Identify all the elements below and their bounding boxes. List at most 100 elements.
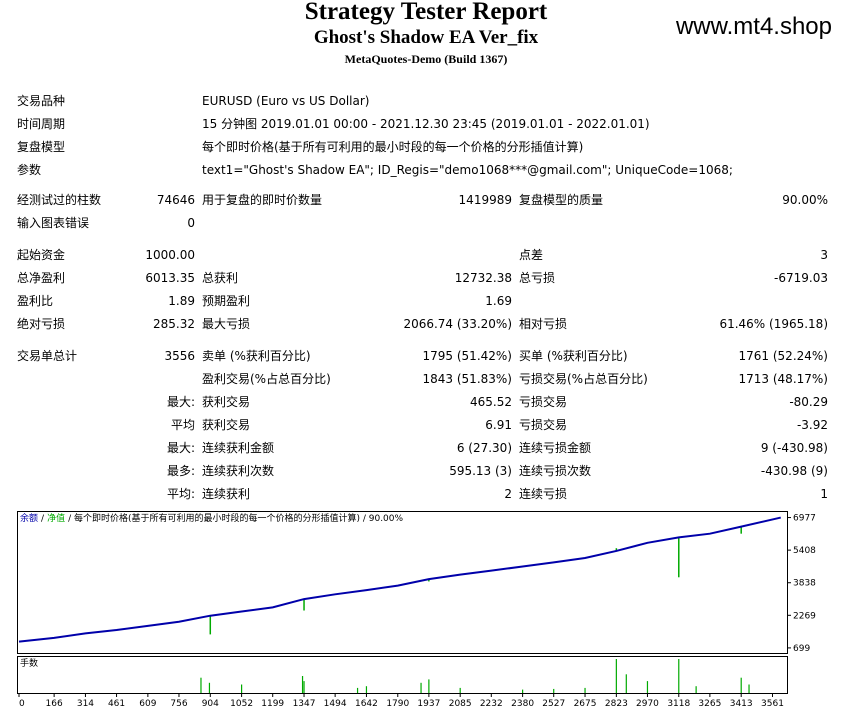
win-trades-label: 盈利交易(%占总百分比) bbox=[202, 372, 331, 386]
x-tick-label: 1790 bbox=[386, 699, 409, 709]
gross-profit-label: 总获利 bbox=[202, 271, 239, 285]
gross-loss-value: -6719.03 bbox=[774, 271, 828, 285]
x-tick-label: 3265 bbox=[698, 699, 721, 709]
long-value: 1761 (52.24%) bbox=[738, 349, 828, 363]
net-profit-value: 6013.35 bbox=[145, 271, 195, 285]
params-value: text1="Ghost's Shadow EA"; ID_Regis="dem… bbox=[202, 163, 733, 177]
spread-value: 3 bbox=[820, 248, 828, 262]
lots-label: 手数 bbox=[20, 657, 38, 669]
max-loss-label: 亏损交易 bbox=[519, 395, 568, 409]
errors-value: 0 bbox=[187, 216, 195, 230]
x-tick-label: 1052 bbox=[230, 699, 253, 709]
max-consec-win-value: 6 (27.30) bbox=[456, 441, 512, 455]
short-value: 1795 (51.42%) bbox=[422, 349, 512, 363]
avg-loss-label: 亏损交易 bbox=[519, 418, 568, 432]
x-tick-label: 3118 bbox=[667, 699, 690, 709]
y-tick-label: 699 bbox=[793, 644, 810, 654]
deposit-label: 起始资金 bbox=[17, 248, 66, 262]
y-tick-label: 6977 bbox=[793, 514, 816, 524]
max-win-label: 获利交易 bbox=[202, 395, 251, 409]
x-tick-label: 3413 bbox=[730, 699, 753, 709]
avg-win-label: 获利交易 bbox=[202, 418, 251, 432]
legend-equity: 净值 bbox=[47, 512, 65, 524]
max-drawdown-label: 最大亏损 bbox=[202, 317, 251, 331]
most-consec-loss-value: -430.98 (9) bbox=[760, 464, 828, 478]
max-drawdown-value: 2066.74 (33.20%) bbox=[403, 317, 512, 331]
watermark: www.mt4.shop bbox=[675, 13, 832, 40]
loss-trades-label: 亏损交易(%占总百分比) bbox=[519, 372, 648, 386]
model-label: 复盘模型 bbox=[17, 140, 66, 154]
profit-factor-value: 1.89 bbox=[168, 294, 195, 308]
max-consec-prefix: 最大: bbox=[166, 441, 195, 455]
x-tick-label: 166 bbox=[46, 699, 63, 709]
max-loss-value: -80.29 bbox=[789, 395, 828, 409]
period-label: 时间周期 bbox=[17, 117, 66, 131]
avg-consec-loss-label: 连续亏损 bbox=[519, 487, 568, 501]
payoff-label: 预期盈利 bbox=[202, 294, 251, 308]
errors-label: 输入图表错误 bbox=[17, 216, 90, 230]
max-consec-win-label: 连续获利金额 bbox=[202, 441, 275, 455]
balance-chart: 余额 / 净值 / 每个即时价格(基于所有可利用的最小时段的每一个价格的分形插值计算)… bbox=[17, 511, 816, 709]
x-tick-label: 0 bbox=[19, 699, 25, 709]
ticks-value: 1419989 bbox=[458, 193, 512, 207]
avg-consec-win-label: 连续获利 bbox=[202, 487, 251, 501]
ea-name: Ghost's Shadow EA Ver_fix bbox=[313, 27, 539, 48]
x-tick-label: 2527 bbox=[542, 699, 565, 709]
payoff-value: 1.69 bbox=[485, 294, 512, 308]
x-tick-label: 2675 bbox=[574, 699, 597, 709]
params-label: 参数 bbox=[17, 163, 42, 177]
quality-label: 复盘模型的质量 bbox=[519, 193, 604, 207]
x-tick-label: 1937 bbox=[417, 699, 440, 709]
legend-balance: 余额 bbox=[20, 512, 38, 524]
x-tick-label: 2970 bbox=[636, 699, 659, 709]
y-tick-label: 3838 bbox=[793, 579, 816, 589]
ticks-label: 用于复盘的即时价数量 bbox=[202, 193, 323, 207]
gross-profit-value: 12732.38 bbox=[454, 271, 512, 285]
spread-label: 点差 bbox=[519, 248, 544, 262]
quality-value: 90.00% bbox=[782, 193, 828, 207]
x-tick-label: 1642 bbox=[355, 699, 378, 709]
avg-consec-prefix: 平均: bbox=[166, 487, 195, 501]
total-trades-value: 3556 bbox=[164, 349, 195, 363]
max-win-value: 465.52 bbox=[470, 395, 512, 409]
x-tick-label: 1199 bbox=[261, 699, 284, 709]
avg-win-value: 6.91 bbox=[485, 418, 512, 432]
x-tick-label: 1347 bbox=[293, 699, 316, 709]
legend-model: / 每个即时价格(基于所有可利用的最小时段的每一个价格的分形插值计算) / 90… bbox=[68, 512, 403, 524]
symbol-label: 交易品种 bbox=[17, 94, 66, 108]
y-tick-label: 5408 bbox=[793, 546, 816, 556]
most-consec-win-value: 595.13 (3) bbox=[449, 464, 512, 478]
most-consec-loss-label: 连续亏损次数 bbox=[519, 464, 592, 478]
deposit-value: 1000.00 bbox=[145, 248, 195, 262]
most-consec-prefix: 最多: bbox=[166, 464, 195, 478]
x-tick-label: 314 bbox=[77, 699, 94, 709]
x-tick-label: 609 bbox=[139, 699, 156, 709]
server-build: MetaQuotes-Demo (Build 1367) bbox=[344, 52, 508, 66]
lots-plot-frame bbox=[17, 656, 788, 694]
balance-series-line bbox=[18, 516, 781, 643]
bars-value: 74646 bbox=[156, 193, 195, 207]
max-consec-loss-label: 连续亏损金额 bbox=[519, 441, 592, 455]
model-value: 每个即时价格(基于所有可利用的最小时段的每一个价格的分形插值计算) bbox=[202, 140, 584, 154]
avg-consec-loss-value: 1 bbox=[820, 487, 828, 501]
long-label: 买单 (%获利百分比) bbox=[519, 349, 628, 363]
abs-drawdown-value: 285.32 bbox=[153, 317, 195, 331]
max-consec-loss-value: 9 (-430.98) bbox=[760, 441, 828, 455]
bars-label: 经测试过的柱数 bbox=[17, 193, 102, 207]
most-consec-win-label: 连续获利次数 bbox=[202, 464, 275, 478]
short-label: 卖单 (%获利百分比) bbox=[202, 349, 311, 363]
x-tick-label: 904 bbox=[202, 699, 219, 709]
main-plot-frame bbox=[17, 511, 788, 654]
net-profit-label: 总净盈利 bbox=[17, 271, 66, 285]
legend-separator: / bbox=[41, 514, 45, 524]
y-tick-label: 2269 bbox=[793, 611, 816, 621]
x-tick-label: 2085 bbox=[449, 699, 472, 709]
loss-trades-value: 1713 (48.17%) bbox=[738, 372, 828, 386]
x-tick-label: 2823 bbox=[605, 699, 628, 709]
x-tick-label: 1494 bbox=[324, 699, 347, 709]
x-tick-label: 3561 bbox=[761, 699, 784, 709]
x-tick-label: 2380 bbox=[511, 699, 534, 709]
symbol-value: EURUSD (Euro vs US Dollar) bbox=[202, 94, 370, 108]
period-value: 15 分钟图 2019.01.01 00:00 - 2021.12.30 23:… bbox=[202, 117, 650, 131]
x-tick-label: 756 bbox=[170, 699, 187, 709]
